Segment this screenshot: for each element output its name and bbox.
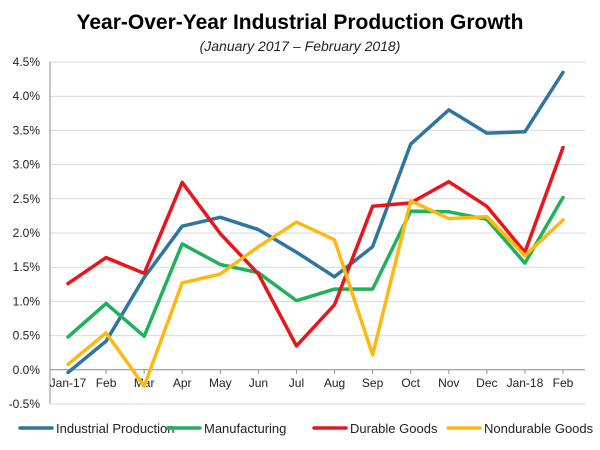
chart-title: Year-Over-Year Industrial Production Gro… [77,11,524,34]
legend-label: Manufacturing [204,421,286,436]
series-lines [66,70,565,388]
chart-subtitle: (January 2017 – February 2018) [200,38,401,54]
y-tick-label: 4.5% [13,55,41,69]
x-tick-label: Jan-17 [50,376,87,390]
y-tick-label: 1.0% [13,294,41,308]
y-tick-label: 4.0% [13,89,41,103]
series-line-industrial-production [66,70,565,375]
y-tick-label: 3.5% [13,123,41,137]
y-axis: -0.5% 0.0% 0.5% 1.0% 1.5% 2.0% 2.5% 3.0% 3.5% 4.0… [9,55,51,411]
y-tick-label: 0.5% [13,329,41,343]
y-tick-label: 0.0% [13,363,41,377]
x-tick-label: Apr [173,376,192,390]
y-tick-label: -0.5% [9,397,41,411]
series-line-nondurable-goods [66,199,565,388]
legend-label: Durable Goods [350,421,438,436]
legend-label: Nondurable Goods [484,421,594,436]
series-line-durable-goods [66,145,565,348]
x-tick-label: Dec [476,376,497,390]
y-tick-label: 2.0% [13,226,41,240]
x-tick-label: Aug [324,376,345,390]
x-axis: Jan-17 Feb Mar Apr May Jun Jul Aug Sep Oct Nov Dec J… [50,369,574,390]
x-tick-label: Feb [553,376,574,390]
x-tick-label: Jan-18 [507,376,544,390]
legend: Industrial Production Manufacturing Durabl… [18,421,594,436]
y-tick-label: 2.5% [13,192,41,206]
legend-label: Industrial Production [56,421,175,436]
x-tick-label: Sep [362,376,384,390]
x-tick-label: Feb [96,376,117,390]
x-tick-label: Nov [438,376,459,390]
x-tick-label: Oct [401,376,420,390]
x-tick-label: Jun [249,376,268,390]
x-tick-label: Jul [289,376,304,390]
y-tick-label: 1.5% [13,260,41,274]
x-tick-label: May [209,376,232,390]
y-tick-label: 3.0% [13,158,41,172]
